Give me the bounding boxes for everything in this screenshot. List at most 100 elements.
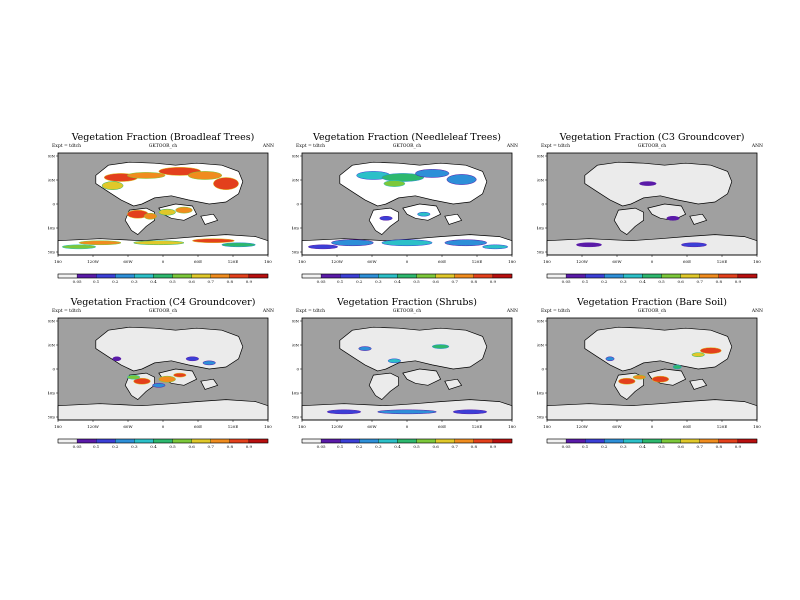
needleleaf-patch bbox=[308, 244, 338, 250]
colorbar-swatch bbox=[134, 438, 154, 444]
colorbar-tick-label: 0.05 bbox=[73, 279, 82, 284]
lon-tick-label: 180 bbox=[543, 424, 551, 429]
lon-tick-label: 0 bbox=[406, 259, 409, 264]
expt-label: Expt = tdtch bbox=[541, 309, 571, 314]
lon-tick-label: 180 bbox=[264, 424, 272, 429]
lon-tick-label: 120E bbox=[228, 424, 239, 429]
lat-tick-label: 80S bbox=[537, 414, 544, 419]
colorbar-tick-label: 0.8 bbox=[716, 444, 723, 449]
colorbar-swatch bbox=[210, 273, 230, 279]
needleleaf-patch bbox=[482, 244, 509, 250]
colorbar-tick-label: 0.9 bbox=[490, 279, 497, 284]
colorbar-tick-label: 0.2 bbox=[112, 444, 119, 449]
colorbar-tick-label: 0.1 bbox=[582, 444, 588, 449]
colorbar-swatch bbox=[604, 438, 624, 444]
india bbox=[689, 213, 708, 225]
panel-title: Vegetation Fraction (C4 Groundcover) bbox=[70, 297, 256, 308]
colorbar-swatch bbox=[718, 438, 739, 444]
run-label: GKTOOR_ch bbox=[637, 144, 667, 149]
panel-title: Vegetation Fraction (C3 Groundcover) bbox=[559, 132, 745, 143]
africa bbox=[402, 368, 442, 386]
vegetation-patches bbox=[326, 344, 488, 415]
broadleaf-patch bbox=[127, 172, 166, 179]
colorbar-swatch bbox=[492, 273, 513, 279]
colorbar-tick-label: 0.7 bbox=[208, 444, 215, 449]
lon-tick-label: 60W bbox=[612, 424, 622, 429]
lon-tick-label: 180 bbox=[298, 424, 306, 429]
map-c3-groundcover: 180 120W 60W 0 60E 120E 180 80N 40N 0 40S 80S bbox=[537, 152, 761, 264]
lon-tick-label: 180 bbox=[753, 424, 761, 429]
shrubs-patch bbox=[452, 409, 488, 415]
colorbar-swatch bbox=[115, 273, 135, 279]
panel-title: Vegetation Fraction (Bare Soil) bbox=[577, 297, 727, 308]
colorbar-tick-label: 0.4 bbox=[639, 444, 646, 449]
colorbar-tick-label: 0.2 bbox=[356, 444, 363, 449]
colorbar-tick-label: 0.05 bbox=[562, 444, 571, 449]
c4-patch bbox=[112, 356, 122, 362]
lat-tick-label: 80N bbox=[537, 153, 544, 158]
expt-label: Expt = tdtch bbox=[52, 309, 82, 314]
india bbox=[200, 213, 219, 225]
lon-tick-label: 120E bbox=[717, 259, 728, 264]
colorbar-swatch bbox=[397, 273, 417, 279]
panel-title: Vegetation Fraction (Needleleaf Trees) bbox=[313, 132, 501, 143]
expt-label: Expt = tdtch bbox=[296, 309, 326, 314]
colorbar-tick-label: 0.7 bbox=[452, 444, 459, 449]
lon-tick-label: 0 bbox=[406, 424, 409, 429]
colorbar-swatch bbox=[229, 438, 250, 444]
colorbar-swatch bbox=[435, 438, 455, 444]
lon-tick-label: 180 bbox=[543, 259, 551, 264]
colorbar-swatch bbox=[153, 438, 173, 444]
lat-tick-label: 80N bbox=[48, 318, 55, 323]
panel-title: Vegetation Fraction (Shrubs) bbox=[337, 297, 477, 308]
baresoil-patch bbox=[605, 356, 615, 362]
colorbar-tick-label: 0.9 bbox=[735, 279, 742, 284]
colorbar-swatch bbox=[301, 438, 322, 444]
colorbar-bare-soil: 0.05 0.1 0.2 0.3 0.4 0.5 0.6 0.7 0.8 0.9 bbox=[546, 438, 758, 449]
panel-shrubs: Vegetation Fraction (Shrubs) Expt = tdtc… bbox=[292, 297, 522, 487]
colorbar-swatch bbox=[699, 273, 719, 279]
colorbar-swatch bbox=[642, 438, 662, 444]
south-america bbox=[368, 207, 399, 236]
colorbar-tick-label: 0.4 bbox=[639, 279, 646, 284]
lon-tick-label: 60E bbox=[438, 259, 446, 264]
lon-tick-label: 60W bbox=[123, 424, 133, 429]
colorbar-tick-label: 0.6 bbox=[432, 279, 439, 284]
lon-tick-label: 60E bbox=[683, 259, 691, 264]
colorbar-swatch bbox=[642, 273, 662, 279]
lat-tick-label: 0 bbox=[541, 201, 544, 206]
needleleaf-patch bbox=[381, 239, 433, 247]
lat-tick-label: 80S bbox=[48, 249, 55, 254]
c4-patch bbox=[158, 375, 176, 383]
broadleaf-patch bbox=[221, 242, 256, 248]
baresoil-high-patch bbox=[618, 377, 636, 385]
colorbar-swatch bbox=[435, 273, 455, 279]
period-label: ANN bbox=[506, 309, 518, 314]
colorbar-swatch bbox=[473, 273, 494, 279]
c4-patch bbox=[152, 383, 166, 388]
colorbar-tick-label: 0.6 bbox=[432, 444, 439, 449]
colorbar-swatch bbox=[661, 438, 681, 444]
colorbar-tick-label: 0.2 bbox=[601, 279, 608, 284]
north-landmass bbox=[95, 326, 244, 372]
run-label: GKTOOR_ch bbox=[148, 309, 178, 314]
colorbar-tick-label: 0.05 bbox=[317, 279, 326, 284]
colorbar-swatch bbox=[340, 438, 360, 444]
colorbar-swatch bbox=[416, 273, 436, 279]
north-landmass bbox=[584, 326, 733, 372]
colorbar-tick-label: 0.4 bbox=[150, 444, 157, 449]
needleleaf-patch bbox=[383, 180, 406, 187]
colorbar-tick-label: 0.9 bbox=[246, 279, 253, 284]
broadleaf-high-patch bbox=[192, 238, 235, 244]
expt-label: Expt = tdtch bbox=[52, 144, 82, 149]
vegetation-patches bbox=[605, 347, 722, 385]
lon-tick-label: 0 bbox=[651, 424, 654, 429]
lon-tick-label: 60W bbox=[123, 259, 133, 264]
colorbar-tick-label: 0.3 bbox=[620, 279, 627, 284]
shrubs-patch bbox=[326, 409, 362, 415]
baresoil-patch bbox=[672, 364, 682, 370]
colorbar-tick-label: 0.2 bbox=[601, 444, 608, 449]
vegetation-patches bbox=[576, 181, 707, 248]
lon-tick-label: 120E bbox=[717, 424, 728, 429]
colorbar-swatch bbox=[96, 273, 116, 279]
